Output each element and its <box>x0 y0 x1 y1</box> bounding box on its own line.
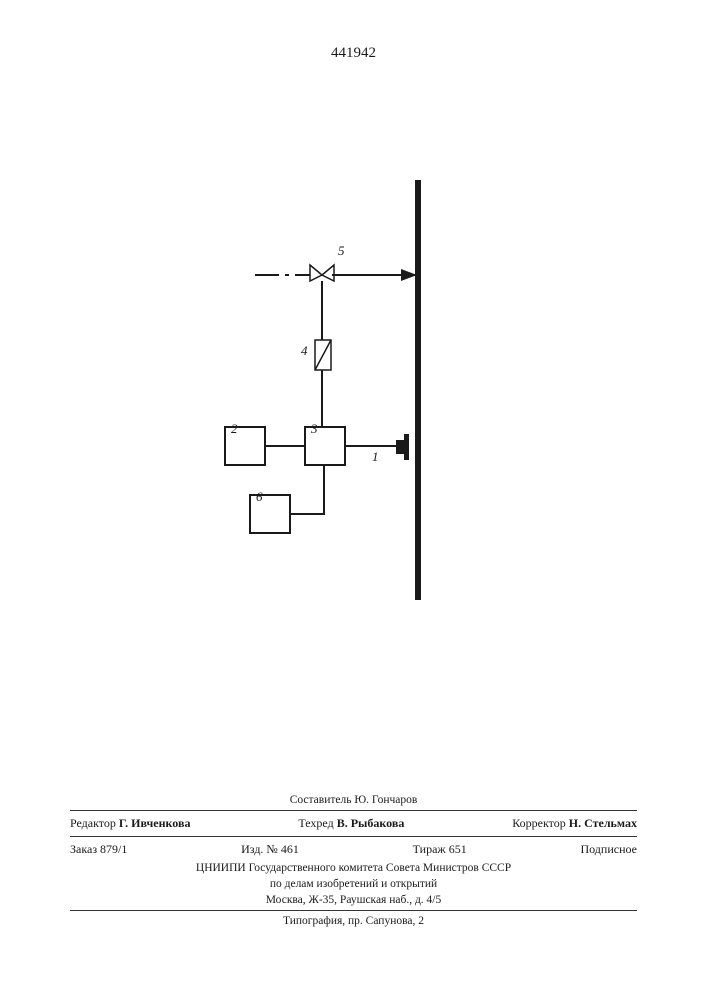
svg-text:6: 6 <box>256 489 263 504</box>
compiler-line: Составитель Ю. Гончаров <box>70 792 637 808</box>
footer-block: Составитель Ю. Гончаров Редактор Г. Ивче… <box>70 792 637 929</box>
print-row: Заказ 879/1 Изд. № 461 Тираж 651 Подписн… <box>70 839 637 860</box>
svg-text:5: 5 <box>338 243 345 258</box>
page-number: 441942 <box>331 45 376 62</box>
schematic-diagram: 1 2 3 4 5 6 <box>100 130 500 600</box>
credits-row: Редактор Г. Ивченкова Техред В. Рыбакова… <box>70 813 637 834</box>
svg-text:1: 1 <box>372 449 379 464</box>
org-line-2: по делам изобретений и открытий <box>70 876 637 892</box>
typography-line: Типография, пр. Сапунова, 2 <box>70 913 637 929</box>
svg-text:4: 4 <box>301 343 308 358</box>
svg-text:2: 2 <box>231 421 238 436</box>
svg-text:3: 3 <box>310 421 318 436</box>
org-line-1: ЦНИИПИ Государственного комитета Совета … <box>70 860 637 876</box>
addr-line: Москва, Ж-35, Раушская наб., д. 4/5 <box>70 892 637 908</box>
